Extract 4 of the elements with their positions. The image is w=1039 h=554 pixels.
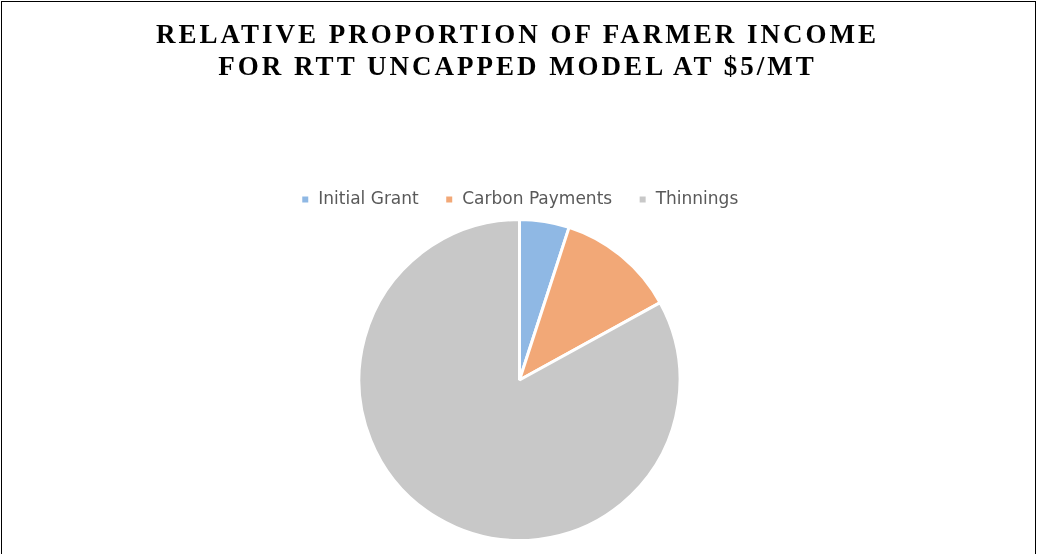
chart-title: RELATIVE PROPORTION OF FARMER INCOME FOR RTT UNCAPPED MODEL AT $5/MT xyxy=(154,18,881,82)
legend-label: Thinnings xyxy=(654,187,739,208)
legend-label: Initial Grant xyxy=(318,187,420,208)
legend-label: Carbon Payments xyxy=(462,187,613,208)
